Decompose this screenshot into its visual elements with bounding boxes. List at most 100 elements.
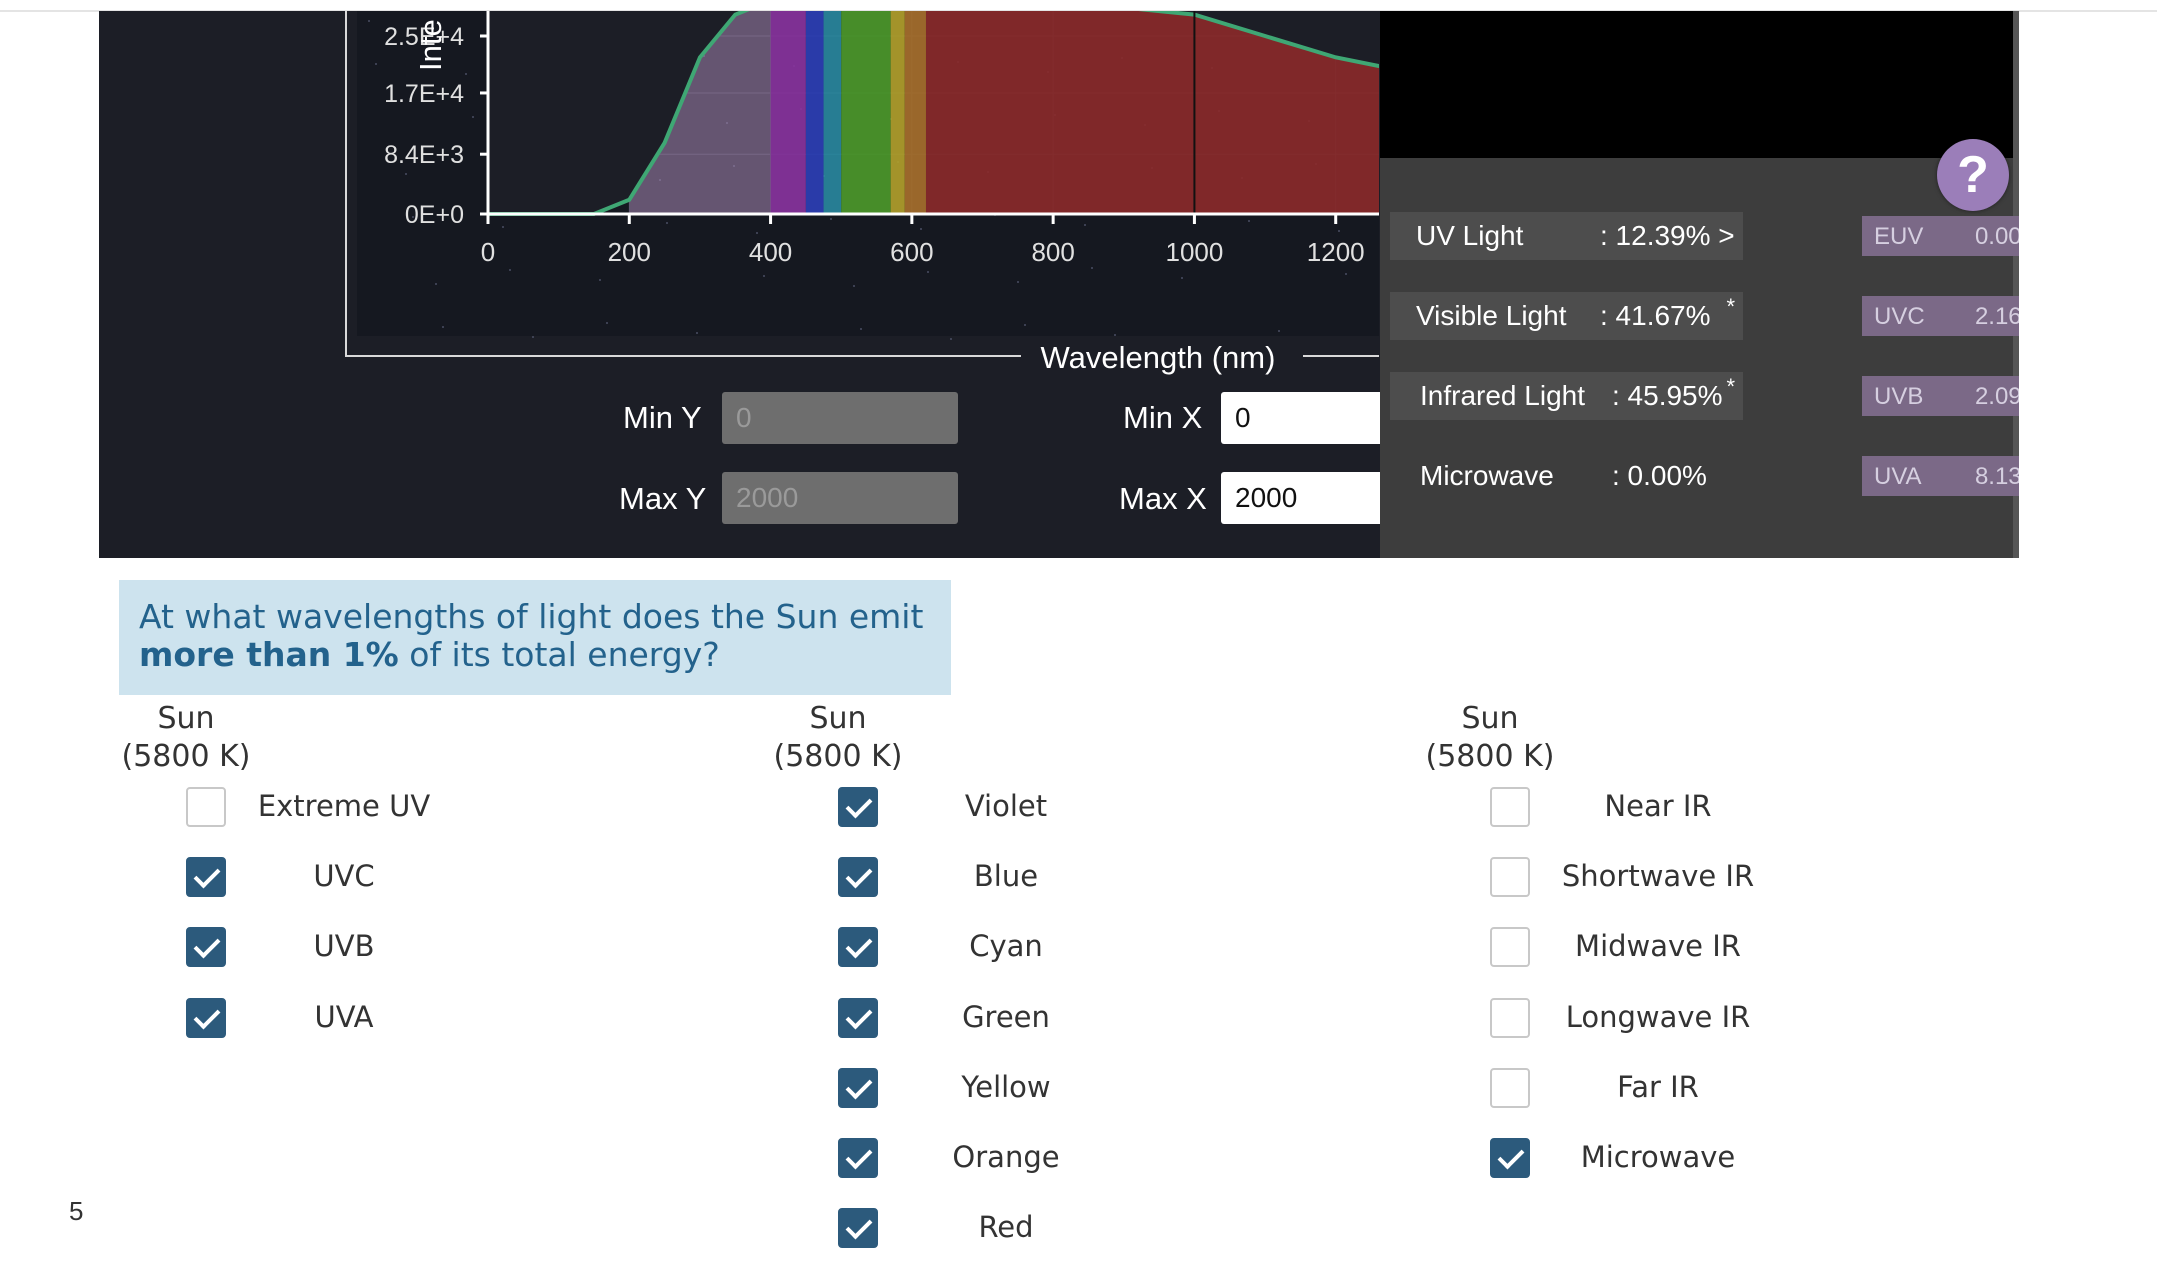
x-tick-label: 0 [481, 237, 495, 267]
max-y-input[interactable] [722, 472, 958, 524]
background-star [763, 275, 765, 277]
y-tick-label: 8.4E+3 [384, 141, 464, 169]
band-visible-light: Visible Light : 41.67% * [1390, 292, 1743, 340]
page-number: 5 [69, 1196, 84, 1226]
background-star [532, 336, 534, 338]
checkbox[interactable] [1490, 857, 1530, 898]
checkbox-label: Red [978, 1210, 1034, 1245]
checkbox-row: Microwave [1490, 1138, 1810, 1182]
column-title: Sun [157, 701, 215, 736]
column-title: Sun [1461, 701, 1519, 736]
uv-chip-name: UVA [1874, 463, 1922, 490]
checkbox[interactable] [838, 1138, 878, 1178]
uv-chip-euv: EUV 0.00% [1862, 216, 2019, 256]
question-text-bold: more than 1% [139, 635, 399, 674]
panel-edge [2013, 11, 2019, 558]
background-star [1114, 334, 1116, 336]
background-star [472, 116, 474, 118]
checkbox[interactable] [1490, 997, 1530, 1038]
background-star [465, 73, 467, 75]
background-star [1345, 273, 1347, 275]
x-tick-label: 200 [608, 237, 651, 267]
checkbox-label: Shortwave IR [1561, 859, 1755, 894]
background-star [368, 20, 370, 22]
background-star [830, 218, 832, 220]
y-tick-label: 0E+0 [405, 201, 464, 229]
checkbox-row: Extreme UV [186, 787, 506, 831]
checkbox-label: Longwave IR [1565, 999, 1751, 1034]
checkbox[interactable] [186, 857, 226, 898]
uv-chip-value: 2.16% [1974, 303, 2019, 330]
band-star: * [1726, 374, 1735, 399]
checkbox[interactable] [838, 997, 878, 1038]
checkbox-row: Cyan [838, 927, 1158, 971]
background-star [1017, 281, 1019, 283]
help-button[interactable]: ? [1937, 139, 2009, 211]
band-name: Infrared Light [1420, 380, 1585, 411]
checkbox[interactable] [838, 1067, 878, 1108]
column-header: Sun (5800 K) [752, 700, 924, 776]
question-prompt: At what wavelengths of light does the Su… [119, 580, 951, 695]
checkbox[interactable] [186, 927, 226, 968]
checkbox-row: Orange [838, 1138, 1158, 1182]
background-star [1084, 224, 1086, 226]
background-star [606, 322, 608, 324]
uv-chip-name: UVC [1874, 303, 1925, 330]
x-tick-label: 800 [1031, 237, 1074, 267]
max-y-label: Max Y [619, 481, 707, 516]
band-value: : 45.95% [1612, 380, 1723, 411]
checkbox[interactable] [838, 787, 878, 827]
min-x-input[interactable] [1221, 392, 1381, 444]
checkbox[interactable] [1490, 927, 1530, 968]
checkbox-row: Shortwave IR [1490, 857, 1810, 901]
checkbox[interactable] [186, 787, 226, 827]
min-y-input[interactable] [722, 392, 958, 444]
checkbox[interactable] [838, 927, 878, 968]
spectrum-band [823, 11, 842, 214]
spectrum-band [890, 11, 905, 214]
checkbox[interactable] [838, 857, 878, 898]
checkbox[interactable] [186, 997, 226, 1038]
checkbox-label: Microwave [1580, 1140, 1736, 1174]
energy-breakdown-panel: ? UV Light : 12.39% > Visible Light : 41… [1380, 11, 2019, 558]
checkbox-row: UVC [186, 857, 506, 901]
spectrum-band [904, 11, 926, 214]
max-x-input[interactable] [1221, 472, 1381, 524]
checkbox-row: Longwave IR [1490, 997, 1810, 1042]
background-star [666, 222, 668, 224]
checkbox-label: Green [962, 999, 1050, 1034]
max-x-label: Max X [1119, 481, 1207, 516]
uv-chip-name: EUV [1874, 223, 1924, 250]
spectrum-band [770, 11, 806, 214]
checkbox[interactable] [1490, 1138, 1530, 1178]
background-star [1024, 324, 1026, 326]
checkbox-label: Blue [973, 859, 1039, 894]
question-text-suffix: of its total energy? [409, 635, 720, 674]
checkbox-row: Yellow [838, 1067, 1158, 1112]
uv-chip-value: 8.13% [1974, 463, 2019, 490]
background-star [435, 283, 437, 285]
checkbox-row: Red [838, 1208, 1158, 1252]
checkbox[interactable] [1490, 787, 1530, 827]
band-value: : 12.39% > [1600, 220, 1735, 251]
checkbox[interactable] [1490, 1067, 1530, 1108]
background-star [696, 332, 698, 334]
uv-chip-uvc: UVC 2.16% [1862, 296, 2019, 336]
question-text-prefix: At what wavelengths of light does the Su… [139, 597, 924, 636]
band-microwave: Microwave : 0.00% [1390, 452, 1743, 500]
band-uv-light[interactable]: UV Light : 12.39% > [1390, 212, 1743, 260]
background-star [1278, 330, 1280, 332]
checkbox-label: Midwave IR [1575, 929, 1741, 964]
band-name: Microwave [1420, 460, 1554, 491]
checkbox-label: Extreme UV [257, 789, 431, 823]
column-subtitle: (5800 K) [773, 739, 903, 774]
background-star [1248, 220, 1250, 222]
background-star [927, 271, 929, 273]
y-axis-label: Inte [413, 19, 448, 71]
background-star [1338, 230, 1340, 232]
checkbox[interactable] [838, 1208, 878, 1249]
xlabel-background [1021, 336, 1303, 376]
background-star [442, 326, 444, 328]
x-tick-label: 1200 [1307, 237, 1365, 267]
spectrum-band [841, 11, 891, 214]
